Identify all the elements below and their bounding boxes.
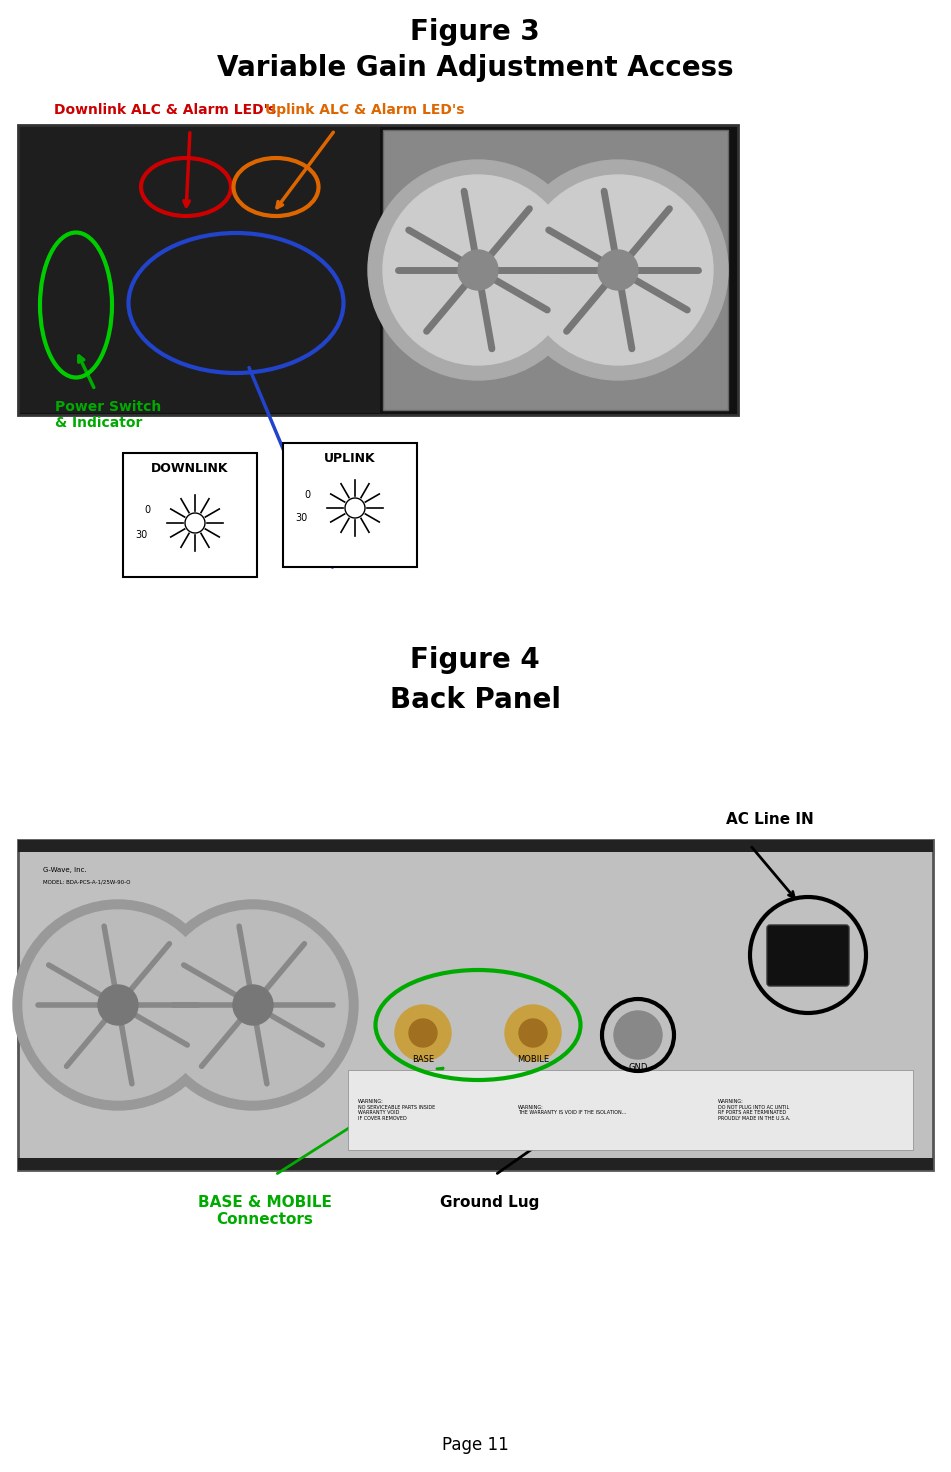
FancyBboxPatch shape xyxy=(383,130,728,411)
Text: WARNING:
THE WARRANTY IS VOID IF THE ISOLATION...: WARNING: THE WARRANTY IS VOID IF THE ISO… xyxy=(518,1104,627,1116)
Text: Back Panel: Back Panel xyxy=(390,686,560,714)
Circle shape xyxy=(158,910,348,1100)
Text: Ground Lug: Ground Lug xyxy=(440,1195,539,1210)
Circle shape xyxy=(345,498,365,518)
Circle shape xyxy=(185,514,205,533)
FancyBboxPatch shape xyxy=(767,924,849,986)
Circle shape xyxy=(233,985,273,1025)
Circle shape xyxy=(383,175,573,365)
Text: MOBILE: MOBILE xyxy=(517,1055,549,1064)
Text: 30: 30 xyxy=(135,530,147,540)
Text: DOWNLINK: DOWNLINK xyxy=(151,462,229,475)
FancyBboxPatch shape xyxy=(18,841,933,852)
Text: UPLINK: UPLINK xyxy=(324,452,376,465)
Circle shape xyxy=(98,985,138,1025)
Text: WARNING:
NO SERVICEABLE PARTS INSIDE
WARRANTY VOID
IF COVER REMOVED: WARNING: NO SERVICEABLE PARTS INSIDE WAR… xyxy=(358,1098,436,1122)
FancyBboxPatch shape xyxy=(283,443,417,567)
Circle shape xyxy=(458,250,498,290)
Circle shape xyxy=(368,160,588,380)
Text: GND: GND xyxy=(629,1063,648,1073)
Text: Uplink ALC & Alarm LED's: Uplink ALC & Alarm LED's xyxy=(265,103,465,116)
Text: 0: 0 xyxy=(304,490,310,500)
Text: Figure 4: Figure 4 xyxy=(410,646,540,674)
Circle shape xyxy=(409,1019,437,1047)
Circle shape xyxy=(523,175,713,365)
Text: 0: 0 xyxy=(144,505,150,515)
FancyBboxPatch shape xyxy=(20,127,380,414)
Text: MODEL: BDA-PCS-A-1/25W-90-O: MODEL: BDA-PCS-A-1/25W-90-O xyxy=(43,879,130,885)
Circle shape xyxy=(505,1005,561,1061)
Text: Figure 3: Figure 3 xyxy=(410,18,540,46)
FancyBboxPatch shape xyxy=(348,1070,913,1150)
Circle shape xyxy=(13,899,223,1110)
Circle shape xyxy=(614,1011,662,1058)
Circle shape xyxy=(598,250,638,290)
Text: AC Line IN: AC Line IN xyxy=(727,813,814,827)
Circle shape xyxy=(395,1005,451,1061)
Text: Page 11: Page 11 xyxy=(441,1437,509,1454)
Circle shape xyxy=(519,1019,547,1047)
Text: Downlink ALC & Alarm LED's: Downlink ALC & Alarm LED's xyxy=(54,103,276,116)
FancyBboxPatch shape xyxy=(18,125,738,415)
Circle shape xyxy=(148,899,358,1110)
Text: BASE: BASE xyxy=(412,1055,434,1064)
Text: Variable Gain Adjustment Access: Variable Gain Adjustment Access xyxy=(217,54,733,82)
Text: G-Wave, Inc.: G-Wave, Inc. xyxy=(43,867,87,873)
Text: BASE & MOBILE
Connectors: BASE & MOBILE Connectors xyxy=(198,1195,332,1228)
Circle shape xyxy=(508,160,728,380)
Text: 30: 30 xyxy=(295,514,307,523)
Text: WARNING:
DO NOT PLUG INTO AC UNTIL
RF PORTS ARE TERMINATED
PROUDLY MADE IN THE U: WARNING: DO NOT PLUG INTO AC UNTIL RF PO… xyxy=(718,1098,790,1122)
Text: Power Switch
& Indicator: Power Switch & Indicator xyxy=(55,400,162,430)
FancyBboxPatch shape xyxy=(18,841,933,1170)
FancyBboxPatch shape xyxy=(18,1158,933,1170)
FancyBboxPatch shape xyxy=(123,453,257,577)
Circle shape xyxy=(23,910,213,1100)
